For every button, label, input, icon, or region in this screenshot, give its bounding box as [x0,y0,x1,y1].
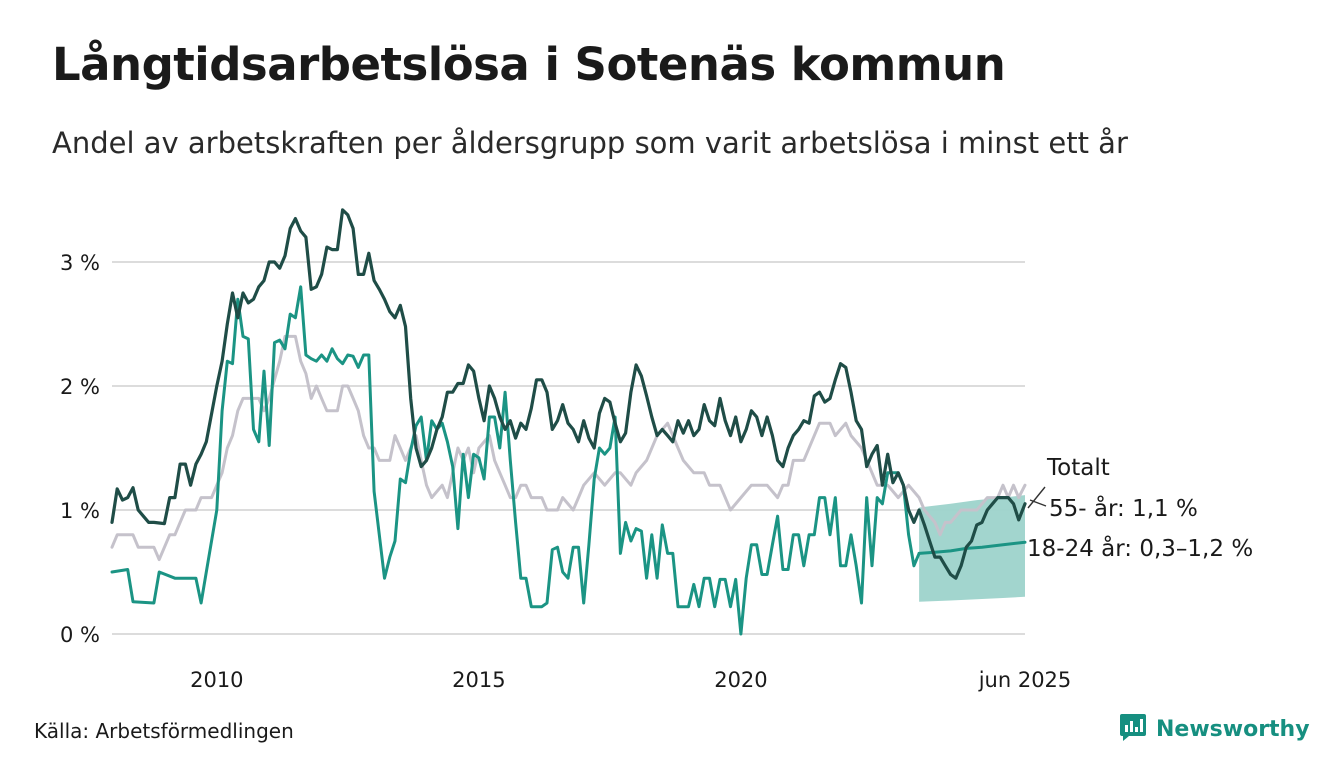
y-tick-label: 1 % [60,499,100,523]
x-tick-label: jun 2025 [978,668,1072,692]
series-label-age55: 55- år: 1,1 % [1049,494,1198,522]
x-tick-label: 2010 [190,668,243,692]
brand-logo[interactable]: Newsworthy [1118,712,1310,746]
label-layer: Totalt 55- år: 1,1 % 18-24 år: 0,3–1,2 % [1027,455,1253,562]
y-tick-label: 0 % [60,623,100,647]
x-tick-label: 2020 [714,668,767,692]
tick-layer: 0 % 1 % 2 % 3 % 2010 2015 2020 jun 2025 [60,251,1071,692]
line-chart: Totalt 55- år: 1,1 % 18-24 år: 0,3–1,2 %… [60,208,1253,692]
line-layer [110,208,1027,636]
series-line-age1824 [110,285,921,636]
series-label-age1824: 18-24 år: 0,3–1,2 % [1027,534,1253,562]
label-leader-age55 [1029,499,1047,507]
series-line-age55 [110,208,1027,580]
y-tick-label: 3 % [60,251,100,275]
grid-layer [112,261,1025,635]
newsworthy-logo-icon [1118,712,1148,746]
x-tick-label: 2015 [452,668,505,692]
brand-name: Newsworthy [1156,716,1310,742]
chart-title: Långtidsarbetslösa i Sotenäs kommun [52,38,1006,91]
series-label-total: Totalt [1046,455,1110,481]
y-tick-label: 2 % [60,375,100,399]
label-leader-total [1027,486,1046,509]
chart-subtitle: Andel av arbetskraften per åldersgrupp s… [52,126,1128,160]
source-note: Källa: Arbetsförmedlingen [34,719,294,743]
